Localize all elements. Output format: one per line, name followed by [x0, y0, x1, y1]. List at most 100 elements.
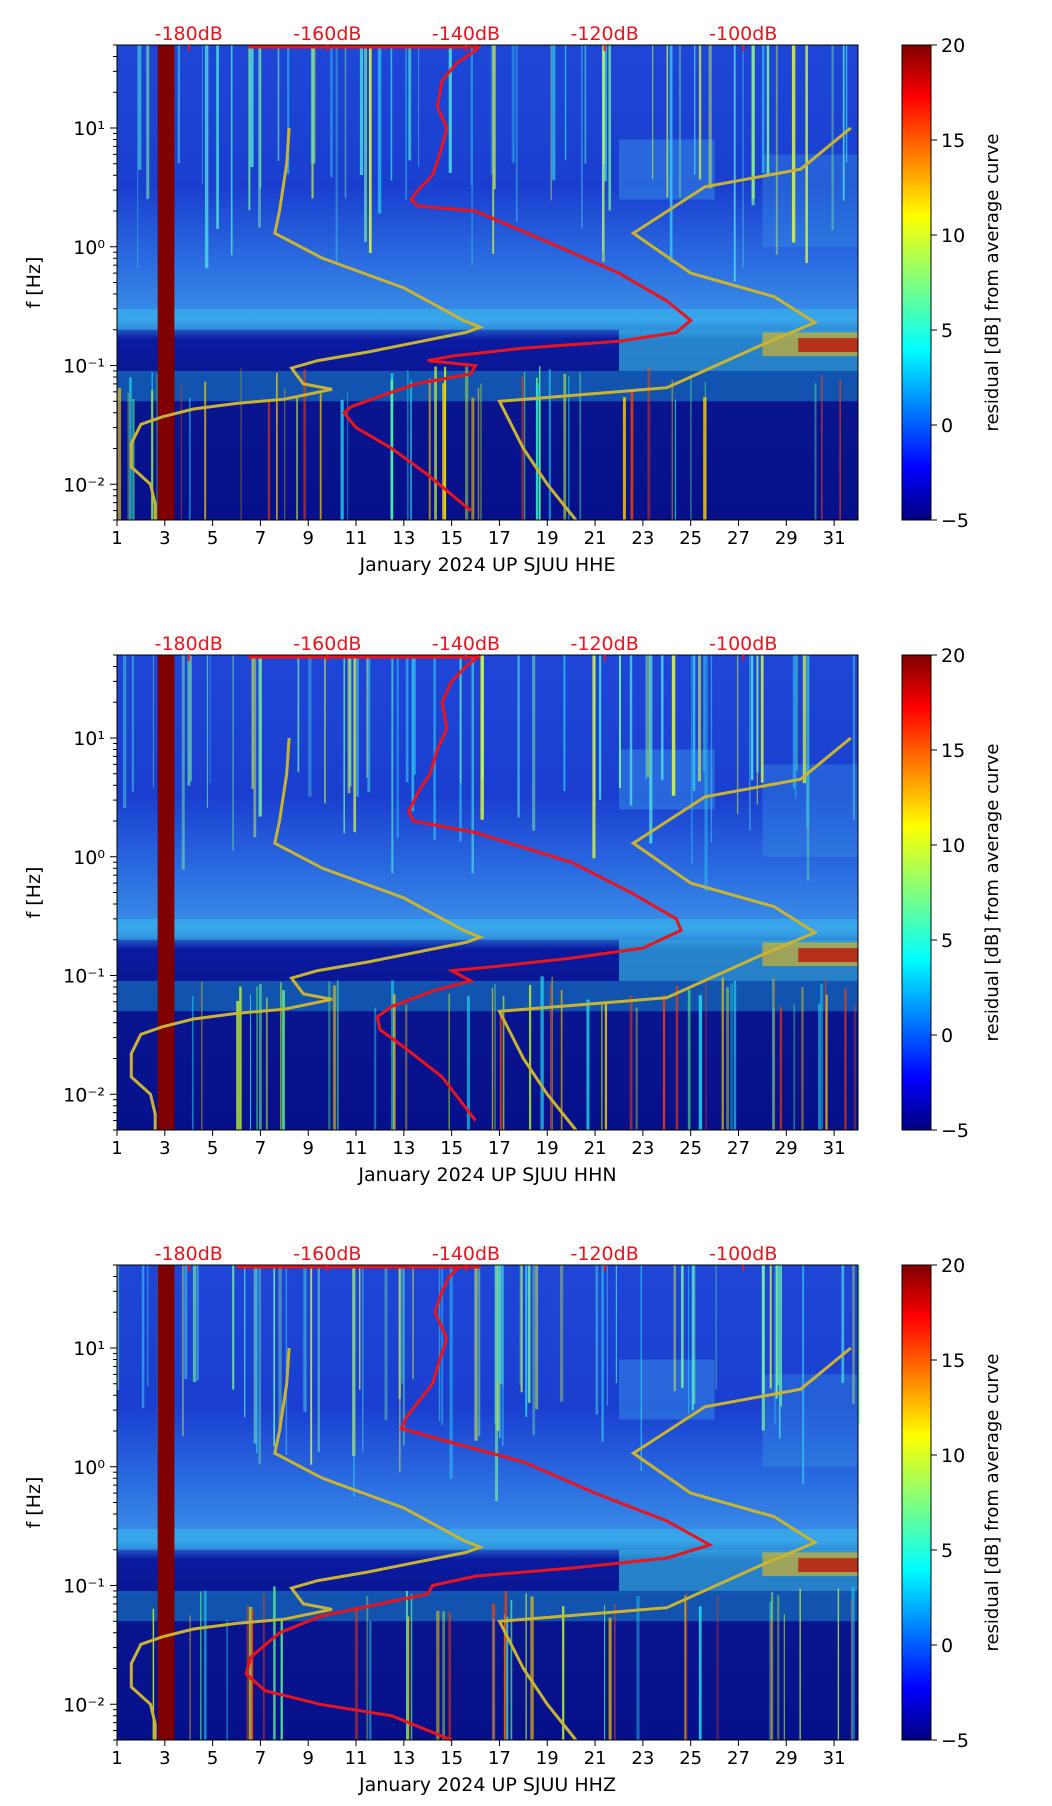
colorbar-label: residual [dB] from average curve	[982, 743, 1003, 1041]
colorbar	[901, 44, 932, 521]
transient-streak	[551, 976, 553, 1130]
transient-streak	[369, 1620, 372, 1740]
transient-streak	[736, 655, 739, 815]
transient-streak	[368, 45, 372, 253]
transient-streak	[604, 1001, 608, 1130]
transient-streak	[721, 977, 724, 1130]
energy-band	[117, 1590, 858, 1622]
transient-streak	[200, 1591, 202, 1740]
transient-streak	[449, 1265, 453, 1479]
transient-streak	[535, 1265, 539, 1410]
transient-streak	[391, 980, 395, 1130]
transient-streak	[340, 399, 344, 520]
x-axis-label: January 2024 UP SJUU HHE	[359, 554, 616, 576]
transient-streak	[319, 393, 322, 520]
x-tick-label: 19	[536, 1748, 559, 1769]
energy-band	[117, 370, 858, 402]
x-tick-label: 29	[775, 1138, 798, 1159]
transient-streak	[273, 1265, 276, 1447]
transient-streak	[132, 398, 135, 520]
transient-streak	[687, 989, 691, 1130]
transient-streak	[150, 390, 154, 520]
transient-streak	[552, 45, 556, 181]
colorbar-tick-label: 10	[941, 225, 965, 247]
transient-streak	[405, 655, 409, 783]
transient-streak	[532, 655, 536, 831]
transient-streak	[793, 1004, 796, 1130]
transient-streak	[778, 1265, 781, 1439]
transient-streak	[249, 994, 251, 1130]
transient-streak	[433, 655, 436, 841]
transient-streak	[652, 45, 654, 180]
x-tick-label: 13	[392, 528, 415, 549]
x-tick-label: 5	[207, 1138, 218, 1159]
x-axis-label: January 2024 UP SJUU HHN	[357, 1164, 616, 1186]
transient-streak	[471, 397, 475, 520]
transient-streak	[336, 980, 339, 1130]
transient-streak	[762, 1265, 765, 1393]
transient-streak	[480, 655, 484, 820]
x-tick-label: 1	[111, 528, 122, 549]
energy-band	[798, 338, 858, 352]
transient-streak	[795, 655, 798, 771]
transient-streak	[703, 655, 705, 772]
colorbar	[901, 654, 932, 1131]
transient-streak	[690, 655, 693, 865]
x-tick-label: 15	[440, 1138, 463, 1159]
transient-streak	[825, 979, 827, 1130]
x-tick-label: 3	[159, 1138, 170, 1159]
transient-streak	[191, 996, 194, 1130]
transient-streak	[698, 1606, 702, 1740]
transient-streak	[398, 1265, 401, 1473]
transient-streak	[550, 45, 552, 201]
transient-streak	[203, 1590, 207, 1740]
transient-streak	[256, 1265, 258, 1453]
transient-streak	[586, 999, 590, 1130]
transient-streak	[367, 655, 371, 793]
transient-streak	[779, 1006, 782, 1130]
y-tick-label: 10¹	[73, 1338, 105, 1360]
transient-streak	[356, 655, 359, 797]
transient-streak	[244, 1265, 246, 1418]
transient-streak	[517, 655, 520, 818]
transient-streak	[666, 45, 669, 198]
db-tick-label: -180dB	[155, 633, 223, 655]
transient-streak	[673, 1265, 677, 1392]
energy-band	[117, 308, 858, 330]
transient-streak	[141, 1265, 145, 1409]
colorbar-tick-label: 0	[941, 1025, 953, 1047]
transient-streak	[630, 390, 634, 520]
db-tick-label: -160dB	[293, 633, 361, 655]
transient-streak	[698, 995, 703, 1130]
transient-streak	[820, 374, 823, 520]
transient-streak	[344, 45, 347, 198]
transient-streak	[853, 1004, 856, 1130]
transient-streak	[802, 655, 807, 784]
transient-streak	[471, 45, 474, 266]
x-tick-label: 17	[488, 528, 511, 549]
transient-streak	[844, 987, 847, 1130]
transient-streak	[276, 372, 278, 520]
transient-streak	[661, 655, 664, 780]
transient-streak	[511, 45, 515, 163]
transient-streak	[504, 1591, 507, 1740]
transient-streak	[448, 45, 452, 173]
transient-streak	[359, 1265, 361, 1390]
transient-streak	[694, 45, 696, 175]
transient-streak	[402, 1265, 405, 1446]
transient-streak	[201, 45, 203, 185]
transient-streak	[645, 655, 647, 780]
transient-streak	[845, 45, 848, 163]
transient-streak	[528, 984, 532, 1130]
transient-streak	[756, 655, 758, 805]
transient-streak	[503, 1614, 505, 1740]
x-tick-label: 15	[440, 528, 463, 549]
transient-streak	[506, 1616, 509, 1740]
transient-streak	[613, 1603, 616, 1740]
transient-streak	[471, 655, 474, 874]
transient-streak	[258, 984, 262, 1130]
transient-streak	[308, 655, 312, 797]
x-tick-label: 13	[392, 1138, 415, 1159]
transient-streak	[401, 1265, 404, 1384]
transient-streak	[563, 655, 566, 792]
